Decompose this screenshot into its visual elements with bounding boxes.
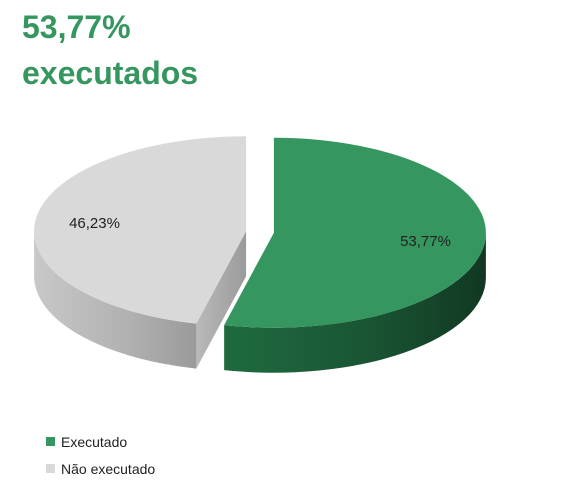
legend-item-nao-executado: Não executado xyxy=(46,455,155,482)
legend-swatch-executado xyxy=(46,437,55,446)
legend-item-executado: Executado xyxy=(46,428,155,455)
data-label-executado: 53,77% xyxy=(400,233,451,250)
legend-label-nao-executado: Não executado xyxy=(61,460,156,477)
slice-top-executado xyxy=(224,137,486,328)
slice-rim-executado xyxy=(224,232,486,373)
slice-side-nao-executado xyxy=(196,231,247,369)
pie-chart: 53,77% 46,23% xyxy=(34,136,486,373)
legend-swatch-nao-executado xyxy=(46,464,55,473)
legend-label-executado: Executado xyxy=(61,433,128,450)
headline-percentage: 53,77% xyxy=(22,9,131,45)
legend: Executado Não executado xyxy=(46,428,155,482)
headline-caption: executados xyxy=(22,55,199,91)
data-label-nao-executado: 46,23% xyxy=(69,215,120,232)
slice-top-nao-executado xyxy=(34,136,247,324)
slice-rim-nao-executado xyxy=(34,231,197,369)
headline: 53,77% executados xyxy=(22,4,198,96)
